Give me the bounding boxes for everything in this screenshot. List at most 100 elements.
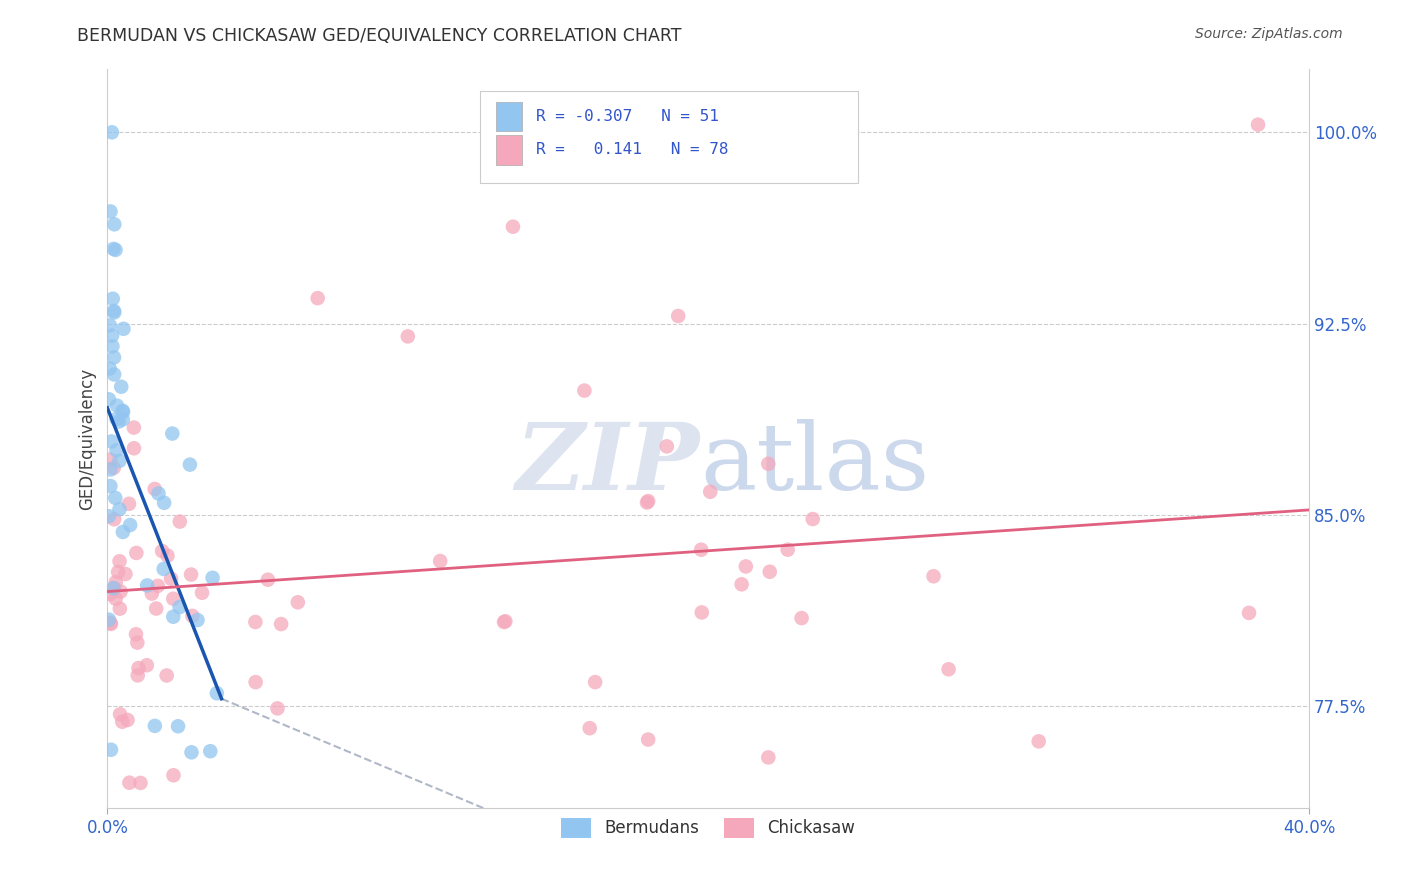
Point xyxy=(162,609,184,624)
Point xyxy=(205,686,228,700)
Point xyxy=(100,204,122,219)
Text: BERMUDAN VS CHICKASAW GED/EQUIVALENCY CORRELATION CHART: BERMUDAN VS CHICKASAW GED/EQUIVALENCY CO… xyxy=(77,27,682,45)
Point xyxy=(152,562,174,576)
Point xyxy=(122,420,145,434)
Point xyxy=(122,442,145,456)
Y-axis label: GED/Equivalency: GED/Equivalency xyxy=(79,368,96,509)
Point xyxy=(758,565,780,579)
Point xyxy=(100,452,122,467)
Point xyxy=(200,744,222,758)
Bar xyxy=(495,135,522,165)
Point xyxy=(108,601,131,615)
Point xyxy=(103,242,125,256)
Point xyxy=(104,591,127,606)
Point xyxy=(105,399,128,413)
Point xyxy=(100,615,122,630)
Point xyxy=(103,217,125,231)
Point xyxy=(666,309,689,323)
Point xyxy=(100,434,122,449)
Point xyxy=(637,732,659,747)
Point xyxy=(103,368,125,382)
Point xyxy=(128,661,150,675)
Text: atlas: atlas xyxy=(700,419,929,509)
Point xyxy=(118,497,141,511)
Point xyxy=(103,305,125,319)
Point xyxy=(100,617,122,632)
Point xyxy=(111,524,134,539)
Point xyxy=(1028,734,1050,748)
Point xyxy=(156,668,179,682)
Point xyxy=(922,569,945,583)
Point xyxy=(112,322,135,336)
Point xyxy=(790,611,813,625)
Point xyxy=(111,412,134,426)
Point xyxy=(148,486,170,500)
Point xyxy=(107,415,129,429)
Point xyxy=(103,303,125,318)
Point xyxy=(730,577,752,591)
Point xyxy=(574,384,596,398)
FancyBboxPatch shape xyxy=(479,91,859,183)
Point xyxy=(97,392,120,407)
Point xyxy=(756,457,779,471)
Text: R =   0.141   N = 78: R = 0.141 N = 78 xyxy=(536,143,728,157)
Point xyxy=(110,584,132,599)
Point xyxy=(129,776,152,790)
Point xyxy=(100,743,122,757)
Point xyxy=(396,329,419,343)
Point xyxy=(180,567,202,582)
Point xyxy=(98,361,121,376)
Point xyxy=(169,600,191,615)
Point xyxy=(270,617,292,632)
Point xyxy=(191,586,214,600)
Point xyxy=(105,443,128,458)
Point xyxy=(125,546,148,560)
Point xyxy=(181,608,204,623)
Bar xyxy=(495,102,522,131)
Point xyxy=(103,512,125,526)
Point xyxy=(494,614,516,628)
Point xyxy=(105,412,128,426)
Point xyxy=(100,479,122,493)
Point xyxy=(502,219,524,234)
Point xyxy=(655,439,678,453)
Point xyxy=(120,518,142,533)
Point xyxy=(186,613,208,627)
Point xyxy=(98,318,121,333)
Point xyxy=(801,512,824,526)
Point xyxy=(162,768,184,782)
Point xyxy=(127,635,149,649)
Point xyxy=(141,586,163,600)
Point xyxy=(636,495,658,509)
Point xyxy=(429,554,451,568)
Point xyxy=(266,701,288,715)
Point xyxy=(101,339,124,353)
Point xyxy=(100,462,122,476)
Point xyxy=(114,567,136,582)
Point xyxy=(127,668,149,682)
Point xyxy=(245,675,267,690)
Point xyxy=(734,559,756,574)
Point xyxy=(111,404,134,418)
Point xyxy=(156,549,179,563)
Point xyxy=(97,613,120,627)
Point xyxy=(583,675,606,690)
Point xyxy=(143,482,166,496)
Point xyxy=(492,615,515,629)
Point xyxy=(637,494,659,508)
Point xyxy=(135,658,157,673)
Point xyxy=(103,581,125,595)
Point xyxy=(117,713,139,727)
Point xyxy=(111,714,134,729)
Point xyxy=(143,719,166,733)
Point xyxy=(125,627,148,641)
Point xyxy=(179,458,201,472)
Point xyxy=(101,328,124,343)
Point xyxy=(104,491,127,505)
Point xyxy=(257,573,280,587)
Point xyxy=(136,578,159,592)
Point xyxy=(699,484,721,499)
Point xyxy=(1237,606,1260,620)
Point xyxy=(160,572,183,586)
Point xyxy=(107,565,129,579)
